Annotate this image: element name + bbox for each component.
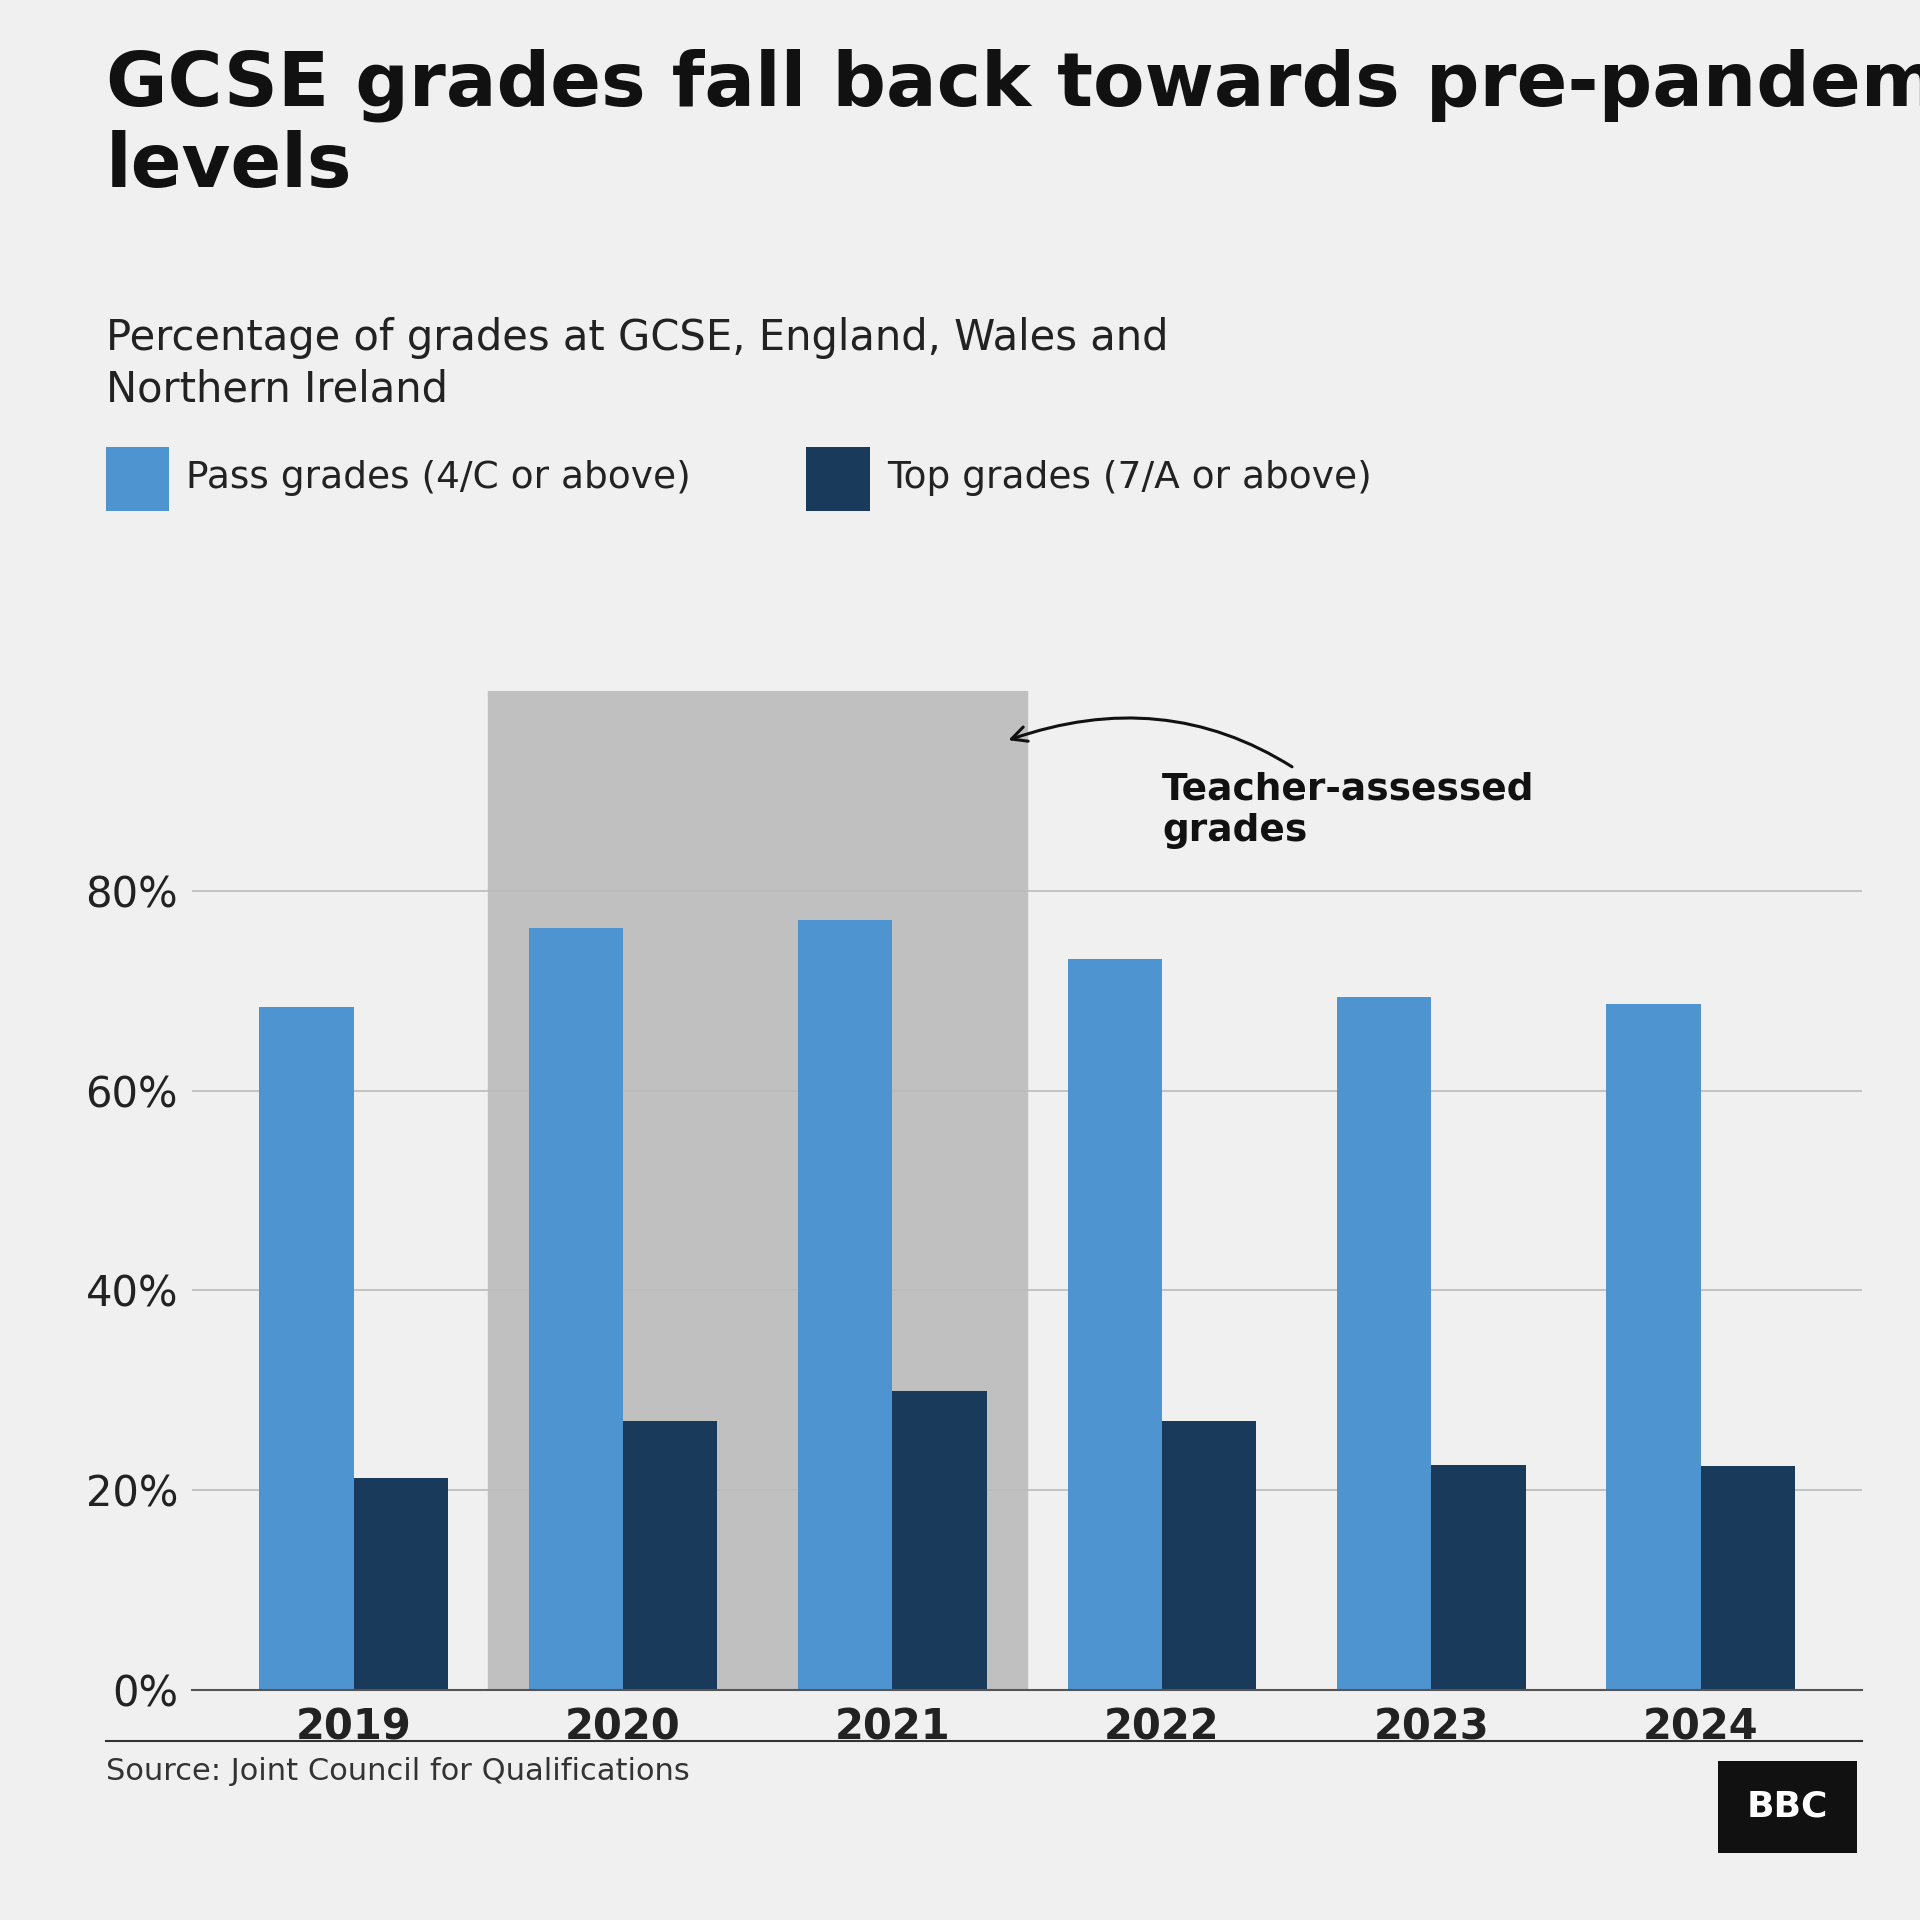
Bar (893, 1392, 987, 1690)
Bar (488, 691, 1027, 1690)
Bar (624, 1421, 718, 1690)
Text: Percentage of grades at GCSE, England, Wales and
Northern Ireland: Percentage of grades at GCSE, England, W… (106, 317, 1167, 411)
Bar (1162, 1421, 1256, 1690)
Text: Teacher-assessed
grades: Teacher-assessed grades (1012, 718, 1534, 849)
Bar (353, 1478, 447, 1690)
Text: Source: Joint Council for Qualifications: Source: Joint Council for Qualifications (106, 1757, 689, 1786)
Bar (528, 927, 624, 1690)
Bar (1607, 1004, 1701, 1690)
Text: BBC: BBC (1747, 1789, 1828, 1824)
Text: Pass grades (4/C or above): Pass grades (4/C or above) (186, 461, 691, 495)
Text: Top grades (7/A or above): Top grades (7/A or above) (887, 461, 1371, 495)
Bar (1336, 996, 1430, 1690)
Bar (1068, 958, 1162, 1690)
Bar (799, 920, 893, 1690)
Bar (1430, 1465, 1526, 1690)
Text: GCSE grades fall back towards pre-pandemic
levels: GCSE grades fall back towards pre-pandem… (106, 48, 1920, 204)
Bar (259, 1006, 353, 1690)
Bar (1701, 1467, 1795, 1690)
